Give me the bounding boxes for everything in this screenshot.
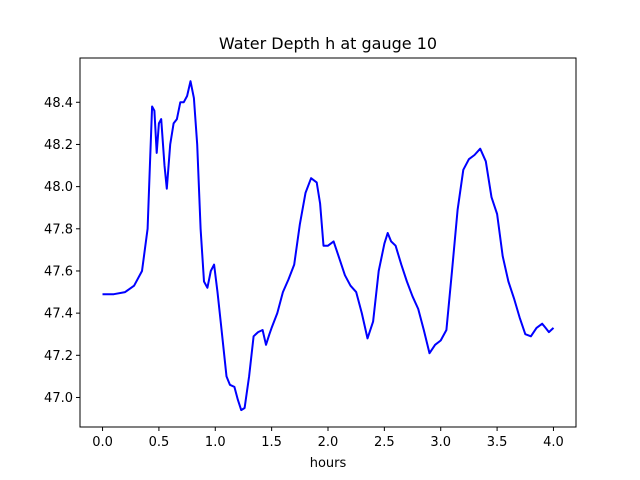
y-tick-label: 47.6 — [44, 264, 73, 279]
y-tick-label: 48.2 — [44, 138, 73, 153]
y-tick-label: 48.0 — [44, 180, 73, 195]
x-tick-label: 0.0 — [92, 435, 113, 450]
x-tick-label: 2.0 — [318, 435, 339, 450]
y-tick-label: 47.4 — [44, 307, 73, 322]
y-tick-label: 48.4 — [44, 96, 73, 111]
y-axis: 47.0 47.2 47.4 47.6 47.8 48.0 48.2 48.4 — [44, 96, 80, 406]
x-tick-label: 0.5 — [149, 435, 170, 450]
x-axis-label: hours — [310, 456, 347, 471]
x-axis: 0.0 0.5 1.0 1.5 2.0 2.5 3.0 3.5 4.0 — [92, 427, 564, 450]
plot-frame — [79, 57, 577, 428]
series-line-0 — [102, 80, 555, 412]
x-tick-label: 4.0 — [543, 435, 564, 450]
chart-title: Water Depth h at gauge 10 — [219, 34, 437, 53]
x-tick-label: 3.0 — [430, 435, 451, 450]
x-tick-label: 2.5 — [374, 435, 395, 450]
y-tick-label: 47.0 — [44, 391, 73, 406]
x-tick-label: 3.5 — [487, 435, 508, 450]
y-tick-label: 47.8 — [44, 222, 73, 237]
plot-area — [102, 80, 555, 412]
x-tick-label: 1.0 — [205, 435, 226, 450]
y-tick-label: 47.2 — [44, 349, 73, 364]
x-tick-label: 1.5 — [261, 435, 282, 450]
